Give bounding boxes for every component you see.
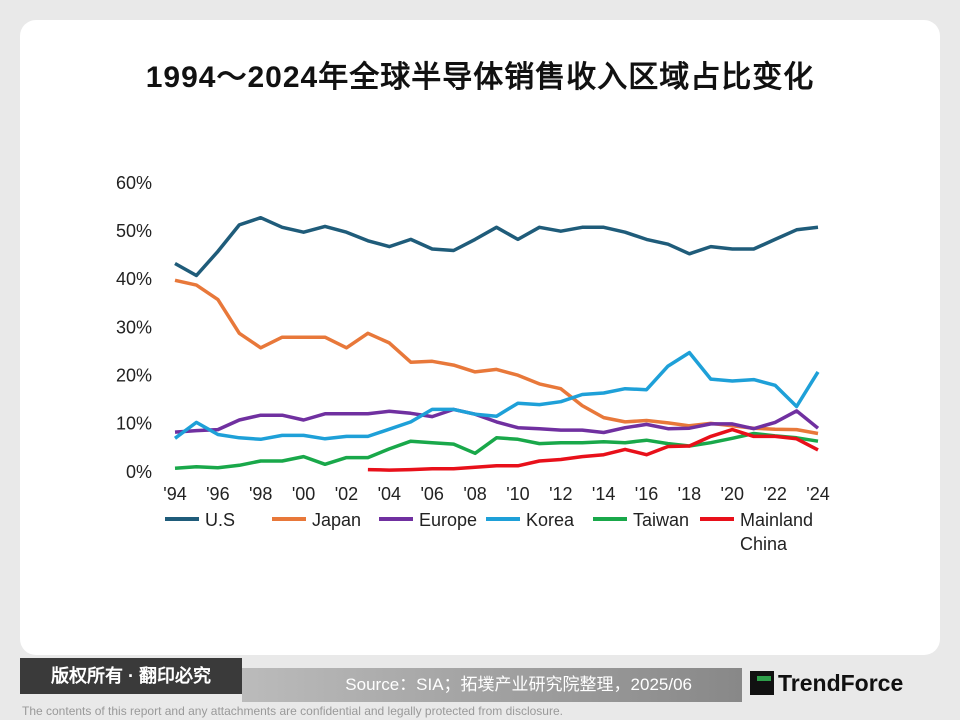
series-line: [174, 407, 820, 435]
disclaimer: The contents of this report and any atta…: [22, 704, 563, 718]
logo-mark: [750, 671, 774, 695]
legend-label: U.S: [205, 510, 236, 530]
rights-notice: 版权所有 · 翻印必究: [20, 658, 242, 694]
series-line: [174, 431, 819, 470]
series-line: [367, 427, 819, 472]
series-line: [173, 350, 820, 442]
legend-item: Taiwan: [593, 508, 700, 556]
x-tick-label: '94: [163, 484, 186, 504]
legend-label: Japan: [312, 510, 362, 530]
y-tick-label: 60%: [116, 173, 152, 193]
legend-swatch: [165, 517, 199, 521]
x-tick-label: '20: [721, 484, 744, 504]
legend-item: Japan: [272, 508, 379, 556]
legend-swatch: [486, 517, 520, 521]
x-tick-label: '18: [678, 484, 701, 504]
x-tick-label: '16: [635, 484, 658, 504]
y-tick-label: 50%: [116, 221, 152, 241]
y-tick-label: 20%: [116, 365, 152, 385]
legend: U.S Japan Europe Korea Taiwan Mainland China: [165, 508, 813, 556]
x-tick-label: '10: [506, 484, 529, 504]
brand-logo: TrendForce: [750, 663, 945, 703]
x-tick-label: '00: [292, 484, 315, 504]
legend-item: Mainland China: [700, 508, 813, 556]
y-tick-label: 0%: [126, 462, 152, 482]
legend-swatch: [272, 517, 306, 521]
x-tick-label: '04: [378, 484, 401, 504]
x-tick-label: '02: [335, 484, 358, 504]
chart-title: 1994～2024年全球半导体销售收入区域占比变化: [145, 61, 815, 94]
legend-label: Europe: [419, 510, 478, 530]
legend-item: Europe: [379, 508, 486, 556]
legend-label: Korea: [526, 510, 575, 530]
legend-swatch: [700, 517, 734, 521]
series-line: [174, 215, 819, 278]
legend-swatch: [593, 517, 627, 521]
legend-swatch: [379, 517, 413, 521]
source-note: Source：SIA；拓墣产业研究院整理，2025/06: [242, 668, 742, 702]
y-tick-label: 10%: [116, 414, 152, 434]
x-tick-label: '08: [463, 484, 486, 504]
legend-label: Mainland China: [740, 510, 814, 554]
series-line: [174, 278, 819, 436]
brand-name: TrendForce: [778, 669, 904, 696]
x-tick-label: '06: [420, 484, 443, 504]
legend-item: Korea: [486, 508, 593, 556]
x-tick-label: '24: [806, 484, 829, 504]
x-tick-label: '14: [592, 484, 615, 504]
legend-item: U.S: [165, 508, 272, 556]
x-tick-label: '12: [549, 484, 572, 504]
legend-label: Taiwan: [633, 510, 690, 530]
slide-card: [20, 20, 940, 655]
x-tick-label: '98: [249, 484, 272, 504]
y-tick-label: 30%: [116, 317, 152, 337]
y-tick-label: 40%: [116, 269, 152, 289]
x-tick-label: '96: [206, 484, 229, 504]
x-tick-label: '22: [763, 484, 786, 504]
